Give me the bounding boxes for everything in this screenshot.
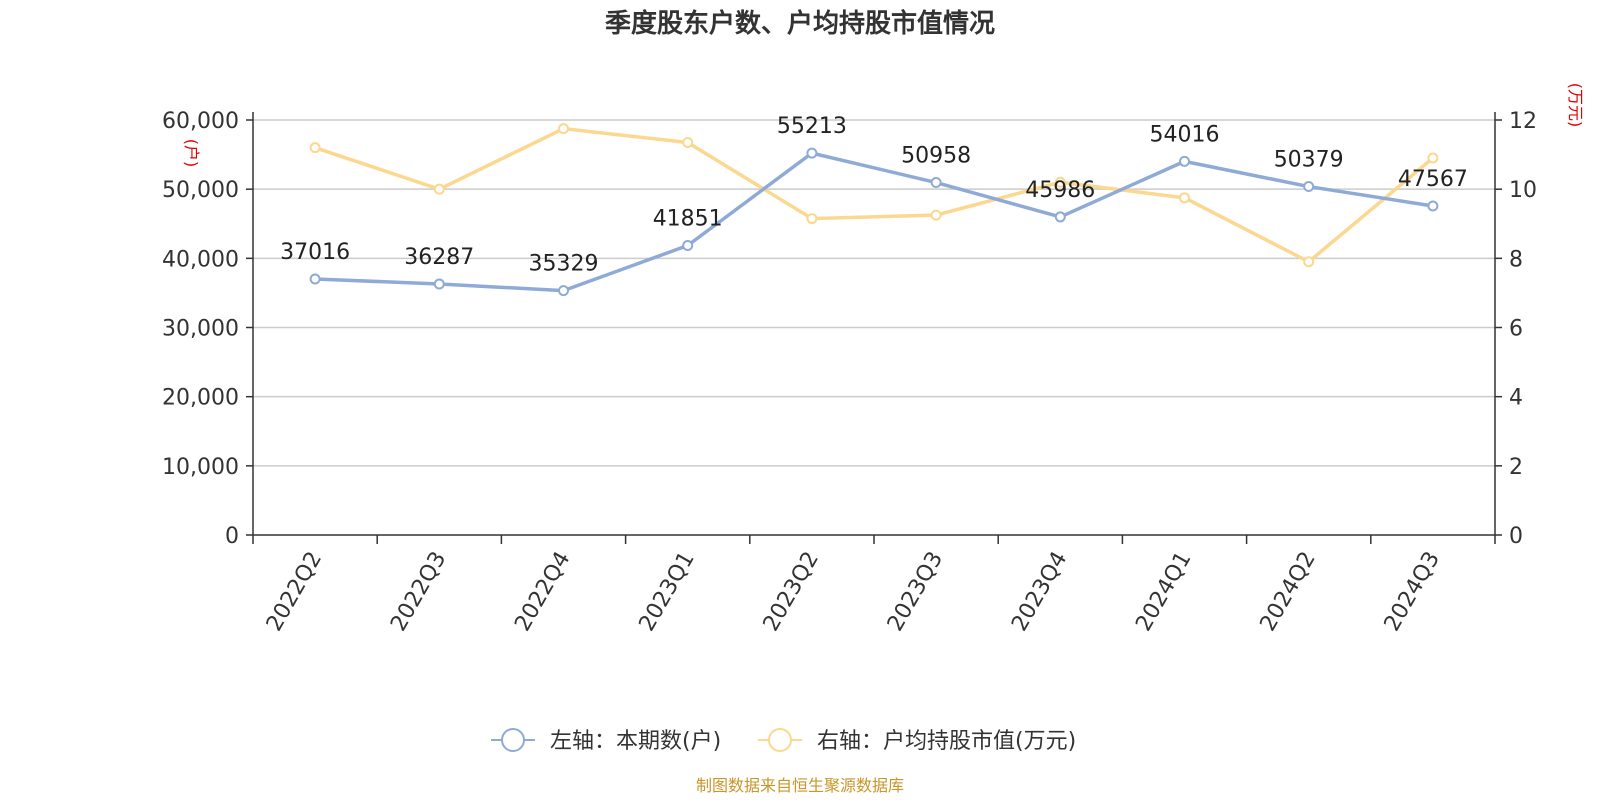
- legend-item-0[interactable]: 左轴：本期数(户): [491, 728, 721, 754]
- data-label: 36287: [404, 245, 474, 270]
- left-axis-ticks: 0 10,000 20,000 30,000 40,000 50,000 60,000: [162, 109, 253, 549]
- right-axis-unit: (万元): [1566, 83, 1585, 128]
- right-tick-label: 6: [1509, 317, 1523, 342]
- series-1-point: [1054, 176, 1066, 188]
- series-1-point: [433, 183, 445, 195]
- x-tick-label: 2023Q2: [759, 548, 824, 636]
- data-label: 45986: [1025, 178, 1095, 203]
- series-0-point: [433, 278, 445, 290]
- legend-item-1[interactable]: 右轴：户均持股市值(万元): [758, 728, 1076, 754]
- legend-label: 右轴：户均持股市值(万元): [817, 729, 1076, 754]
- series-0-point: [1303, 181, 1315, 193]
- series-1-point: [1427, 152, 1439, 164]
- x-tick-label: 2022Q3: [386, 548, 451, 636]
- right-axis-ticks: 0 2 4 6 8 10 12: [1495, 109, 1537, 549]
- right-tick-label: 10: [1509, 178, 1537, 203]
- right-tick-label: 4: [1509, 386, 1523, 411]
- x-tick-label: 2023Q4: [1007, 548, 1072, 636]
- series-1-point: [558, 123, 569, 135]
- series-1-point: [806, 213, 818, 225]
- left-tick-label: 30,000: [162, 317, 239, 342]
- x-tick-label: 2024Q3: [1380, 548, 1445, 636]
- series-0-point: [309, 273, 321, 285]
- series-lines: [314, 126, 1435, 293]
- series-0-point: [930, 177, 942, 189]
- series-line-0: [315, 151, 1434, 293]
- x-axis-ticks: 2022Q2 2022Q3 2022Q4 2023Q1 2023Q2 2023Q3 2023…: [252, 535, 1496, 636]
- series-0-point: [1179, 155, 1190, 167]
- left-tick-label: 60,000: [162, 109, 239, 134]
- right-tick-label: 2: [1509, 455, 1523, 480]
- data-label: 54016: [1150, 122, 1220, 147]
- left-tick-label: 0: [225, 524, 239, 549]
- series-1-point: [1303, 256, 1315, 268]
- legend-label: 左轴：本期数(户): [550, 729, 721, 754]
- data-label: 50379: [1274, 148, 1344, 173]
- left-tick-label: 20,000: [162, 386, 239, 411]
- data-label: 37016: [280, 240, 350, 265]
- data-labels: 37016 36287 35329 41851 55213 50958 45986 54016…: [280, 114, 1468, 277]
- axes: [252, 112, 1496, 536]
- x-tick-label: 2022Q2: [262, 548, 327, 636]
- chart-title: 季度股东户数、户均持股市值情况: [605, 8, 995, 39]
- series-0-point: [1427, 200, 1439, 212]
- x-tick-label: 2024Q1: [1131, 548, 1196, 636]
- data-label: 35329: [529, 252, 599, 277]
- data-label: 55213: [777, 114, 847, 139]
- series-1-point: [682, 136, 694, 148]
- left-tick-label: 40,000: [162, 247, 239, 272]
- grid: [253, 119, 1495, 467]
- left-tick-label: 50,000: [162, 178, 239, 203]
- legend-marker: [501, 728, 525, 752]
- legend-marker: [768, 728, 792, 752]
- left-tick-label: 10,000: [162, 455, 239, 480]
- data-label: 47567: [1398, 167, 1468, 192]
- series-0-point: [1054, 211, 1066, 223]
- right-tick-label: 12: [1509, 109, 1537, 134]
- right-tick-label: 8: [1509, 247, 1523, 272]
- data-label: 50958: [901, 144, 971, 169]
- series-1-point: [309, 142, 321, 154]
- x-tick-label: 2022Q4: [510, 548, 575, 636]
- data-label: 41851: [653, 207, 723, 232]
- series-0-point: [682, 240, 694, 252]
- source-note: 制图数据来自恒生聚源数据库: [696, 776, 904, 795]
- legend[interactable]: 左轴：本期数(户) 右轴：户均持股市值(万元): [491, 728, 1076, 754]
- series-1-point: [1179, 192, 1190, 204]
- series-0-point: [806, 147, 818, 159]
- x-tick-label: 2024Q2: [1256, 548, 1321, 636]
- series-points: [309, 123, 1439, 297]
- right-tick-label: 0: [1509, 524, 1523, 549]
- x-tick-label: 2023Q3: [883, 548, 948, 636]
- x-tick-label: 2023Q1: [635, 548, 700, 636]
- series-0-point: [558, 285, 569, 297]
- series-line-1: [314, 126, 1435, 264]
- left-axis-unit: (户): [182, 139, 201, 168]
- series-1-point: [930, 209, 942, 221]
